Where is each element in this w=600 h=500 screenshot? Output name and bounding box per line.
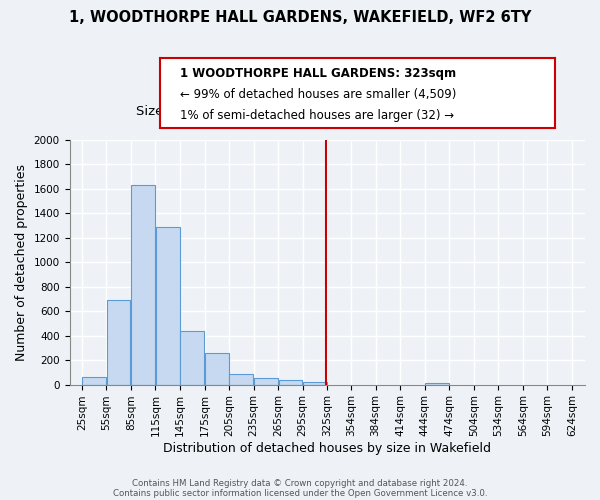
Bar bbox=[229, 374, 253, 384]
Y-axis label: Number of detached properties: Number of detached properties bbox=[15, 164, 28, 361]
Text: Contains public sector information licensed under the Open Government Licence v3: Contains public sector information licen… bbox=[113, 488, 487, 498]
Bar bbox=[205, 354, 229, 384]
Text: Contains HM Land Registry data © Crown copyright and database right 2024.: Contains HM Land Registry data © Crown c… bbox=[132, 478, 468, 488]
Bar bbox=[181, 332, 204, 384]
Bar bbox=[82, 376, 106, 384]
Bar bbox=[156, 228, 179, 384]
Title: Size of property relative to detached houses in Wakefield: Size of property relative to detached ho… bbox=[136, 105, 518, 118]
Bar bbox=[254, 378, 278, 384]
Text: 1, WOODTHORPE HALL GARDENS, WAKEFIELD, WF2 6TY: 1, WOODTHORPE HALL GARDENS, WAKEFIELD, W… bbox=[69, 10, 531, 25]
Bar bbox=[107, 300, 130, 384]
X-axis label: Distribution of detached houses by size in Wakefield: Distribution of detached houses by size … bbox=[163, 442, 491, 455]
Text: 1 WOODTHORPE HALL GARDENS: 323sqm: 1 WOODTHORPE HALL GARDENS: 323sqm bbox=[180, 67, 456, 80]
Text: 1% of semi-detached houses are larger (32) →: 1% of semi-detached houses are larger (3… bbox=[180, 109, 454, 122]
Bar bbox=[425, 383, 449, 384]
Bar bbox=[303, 382, 327, 384]
Text: ← 99% of detached houses are smaller (4,509): ← 99% of detached houses are smaller (4,… bbox=[180, 88, 456, 101]
Bar bbox=[278, 380, 302, 384]
Bar bbox=[131, 186, 155, 384]
